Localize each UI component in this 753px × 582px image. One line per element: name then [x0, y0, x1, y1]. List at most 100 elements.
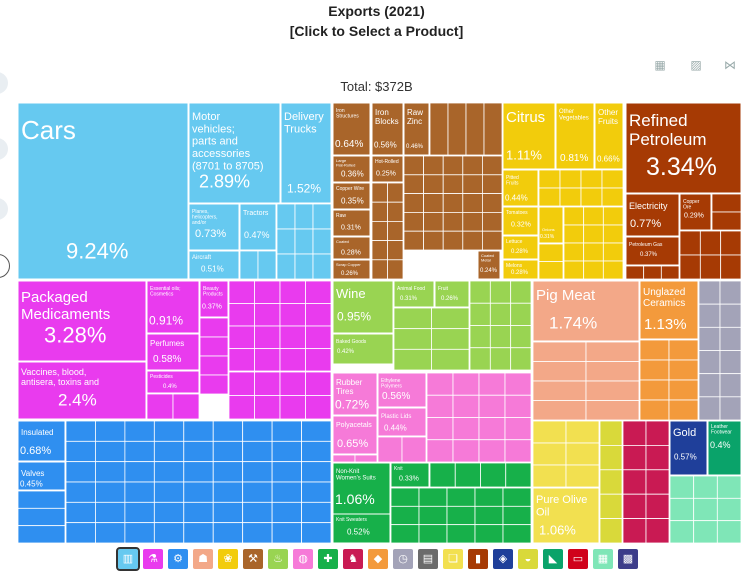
treemap-tile-minor[interactable]	[301, 420, 332, 442]
treemap-tile-minor[interactable]	[481, 174, 503, 195]
treemap-tile-minor[interactable]	[481, 193, 503, 213]
treemap-tile-minor[interactable]	[645, 469, 670, 495]
treemap-tile-minor[interactable]	[65, 522, 96, 544]
treemap-tile-minor[interactable]	[698, 350, 721, 375]
metals-icon[interactable]: ⚒	[243, 549, 263, 569]
treemap-tile-minor[interactable]	[585, 361, 640, 382]
treemap-tile-minor[interactable]	[172, 393, 200, 420]
treemap-tile-minor[interactable]	[532, 464, 567, 488]
treemap-tile-minor[interactable]	[431, 328, 470, 350]
treemap-tile-minor[interactable]	[563, 260, 585, 280]
treemap-tile-minor[interactable]	[199, 374, 229, 395]
animal-products-icon[interactable]: ☗	[193, 549, 213, 569]
treemap-tile-minor[interactable]	[294, 203, 314, 230]
treemap-tile-minor[interactable]	[601, 169, 624, 189]
treemap-tile-minor[interactable]	[429, 462, 456, 488]
treemap-tile-minor[interactable]	[254, 303, 281, 327]
treemap-tile-minor[interactable]	[625, 265, 645, 280]
treemap-tile-minor[interactable]	[489, 280, 512, 304]
treemap-tile-minor[interactable]	[668, 359, 699, 381]
treemap-tile-minor[interactable]	[228, 371, 255, 396]
treemap-tile-minor[interactable]	[65, 461, 96, 483]
treemap-tile-minor[interactable]	[242, 461, 273, 483]
treemap-tile-minor[interactable]	[668, 339, 699, 361]
treemap-tile-minor[interactable]	[478, 372, 506, 396]
treemap-tile-minor[interactable]	[720, 254, 741, 280]
treemap-tile-ironstruct[interactable]: Iron Structures 0.64%	[332, 103, 371, 156]
treemap-tile-minor[interactable]	[183, 501, 214, 524]
treemap-tile-minor[interactable]	[462, 212, 483, 232]
treemap-tile-scrapcopper[interactable]: Scrap Copper 0.26%	[332, 259, 371, 280]
treemap-tile-minor[interactable]	[305, 371, 332, 396]
treemap-tile-minor[interactable]	[452, 394, 480, 418]
treemap-tile-minor[interactable]	[532, 400, 587, 421]
treemap-tile-minor[interactable]	[442, 155, 464, 176]
treemap-tile-minor[interactable]	[481, 212, 503, 232]
treemap-tile-minor[interactable]	[183, 522, 214, 544]
treemap-tile-animalfood[interactable]: Animal Food 0.31%	[393, 280, 435, 308]
treemap-tile-minor[interactable]	[583, 242, 604, 262]
treemap-tile-trucks[interactable]: Delivery Trucks 1.52%	[280, 103, 332, 204]
treemap-tile-minor[interactable]	[312, 203, 332, 230]
treemap-tile-minor[interactable]	[393, 307, 432, 330]
stone-icon[interactable]: ◆	[368, 549, 388, 569]
treemap-tile-minor[interactable]	[446, 524, 476, 544]
treemap-tile-wine[interactable]: Wine 0.95%	[332, 280, 394, 334]
treemap-tile-minor[interactable]	[622, 444, 647, 471]
treemap-tile-minor[interactable]	[305, 303, 332, 327]
treemap-tile-minor[interactable]	[387, 201, 404, 222]
treemap-tile-minor[interactable]	[639, 339, 670, 361]
treemap-tile-minor[interactable]	[452, 417, 480, 441]
treemap-tile-minor[interactable]	[332, 454, 356, 463]
treemap-tile-minor[interactable]	[271, 420, 302, 442]
treemap-tile-minor[interactable]	[124, 522, 155, 544]
treemap-tile-minor[interactable]	[212, 461, 244, 483]
treemap-tile-minor[interactable]	[599, 469, 623, 495]
treemap-tile-minor[interactable]	[447, 103, 467, 156]
treemap-tile-minor[interactable]	[446, 505, 476, 526]
treemap-tile-minor[interactable]	[183, 481, 214, 503]
treemap-tile-minor[interactable]	[481, 155, 503, 176]
treemap-tile-minor[interactable]	[510, 302, 532, 326]
treemap-tile-minor[interactable]	[393, 328, 432, 350]
treemap-tile-minor[interactable]	[452, 439, 480, 463]
weapons-icon[interactable]: ▤	[418, 549, 438, 569]
treemap-tile-minor[interactable]	[305, 280, 332, 304]
treemap-tile-minor[interactable]	[387, 221, 404, 242]
treemap-tile-minor[interactable]	[504, 394, 532, 418]
treemap-tile-minor[interactable]	[418, 505, 448, 526]
treemap-tile-minor[interactable]	[254, 325, 281, 349]
treemap-tile-minor[interactable]	[423, 155, 444, 176]
treemap-tile-minor[interactable]	[301, 522, 332, 544]
treemap-tile-minor[interactable]	[462, 193, 483, 213]
treemap-tile-minor[interactable]	[65, 420, 96, 442]
treemap-tile-minor[interactable]	[645, 420, 670, 446]
treemap-tile-minor[interactable]	[602, 206, 624, 226]
treemap-tile-rubber[interactable]: Rubber Tires 0.72%	[332, 372, 378, 416]
treemap-tile-minor[interactable]	[371, 182, 388, 203]
treemap-tile-minor[interactable]	[668, 399, 699, 421]
treemap-tile-minor[interactable]	[693, 475, 718, 499]
treemap-tile-minor[interactable]	[371, 221, 388, 242]
treemap-tile-minor[interactable]	[452, 372, 480, 396]
treemap-tile-minor[interactable]	[271, 440, 302, 463]
plastics-icon[interactable]: ◍	[293, 549, 313, 569]
treemap-tile-largeflat[interactable]: Large Flat-Rolled 0.36%	[332, 155, 371, 183]
treemap-tile-othervegs[interactable]: Other Vegetables 0.81%	[555, 103, 595, 170]
treemap-tile-minor[interactable]	[580, 187, 603, 207]
select-product-link[interactable]: [Click to Select a Product]	[289, 23, 464, 39]
table-icon[interactable]: ▦	[654, 58, 666, 72]
treemap-tile-minor[interactable]	[65, 481, 96, 503]
treemap-tile-minor[interactable]	[532, 442, 567, 466]
treemap-tile-minor[interactable]	[474, 505, 504, 526]
treemap-tile-minor[interactable]	[124, 440, 155, 463]
treemap-tile-minor[interactable]	[645, 493, 670, 520]
footwear-icon[interactable]: ◣	[543, 549, 563, 569]
treemap-tile-minor[interactable]	[228, 348, 255, 372]
treemap-tile-minor[interactable]	[212, 522, 244, 544]
treemap-tile-minor[interactable]	[124, 461, 155, 483]
treemap-tile-gold[interactable]: Gold 0.57%	[669, 420, 708, 476]
chemicals-icon[interactable]: ⚗	[143, 549, 163, 569]
